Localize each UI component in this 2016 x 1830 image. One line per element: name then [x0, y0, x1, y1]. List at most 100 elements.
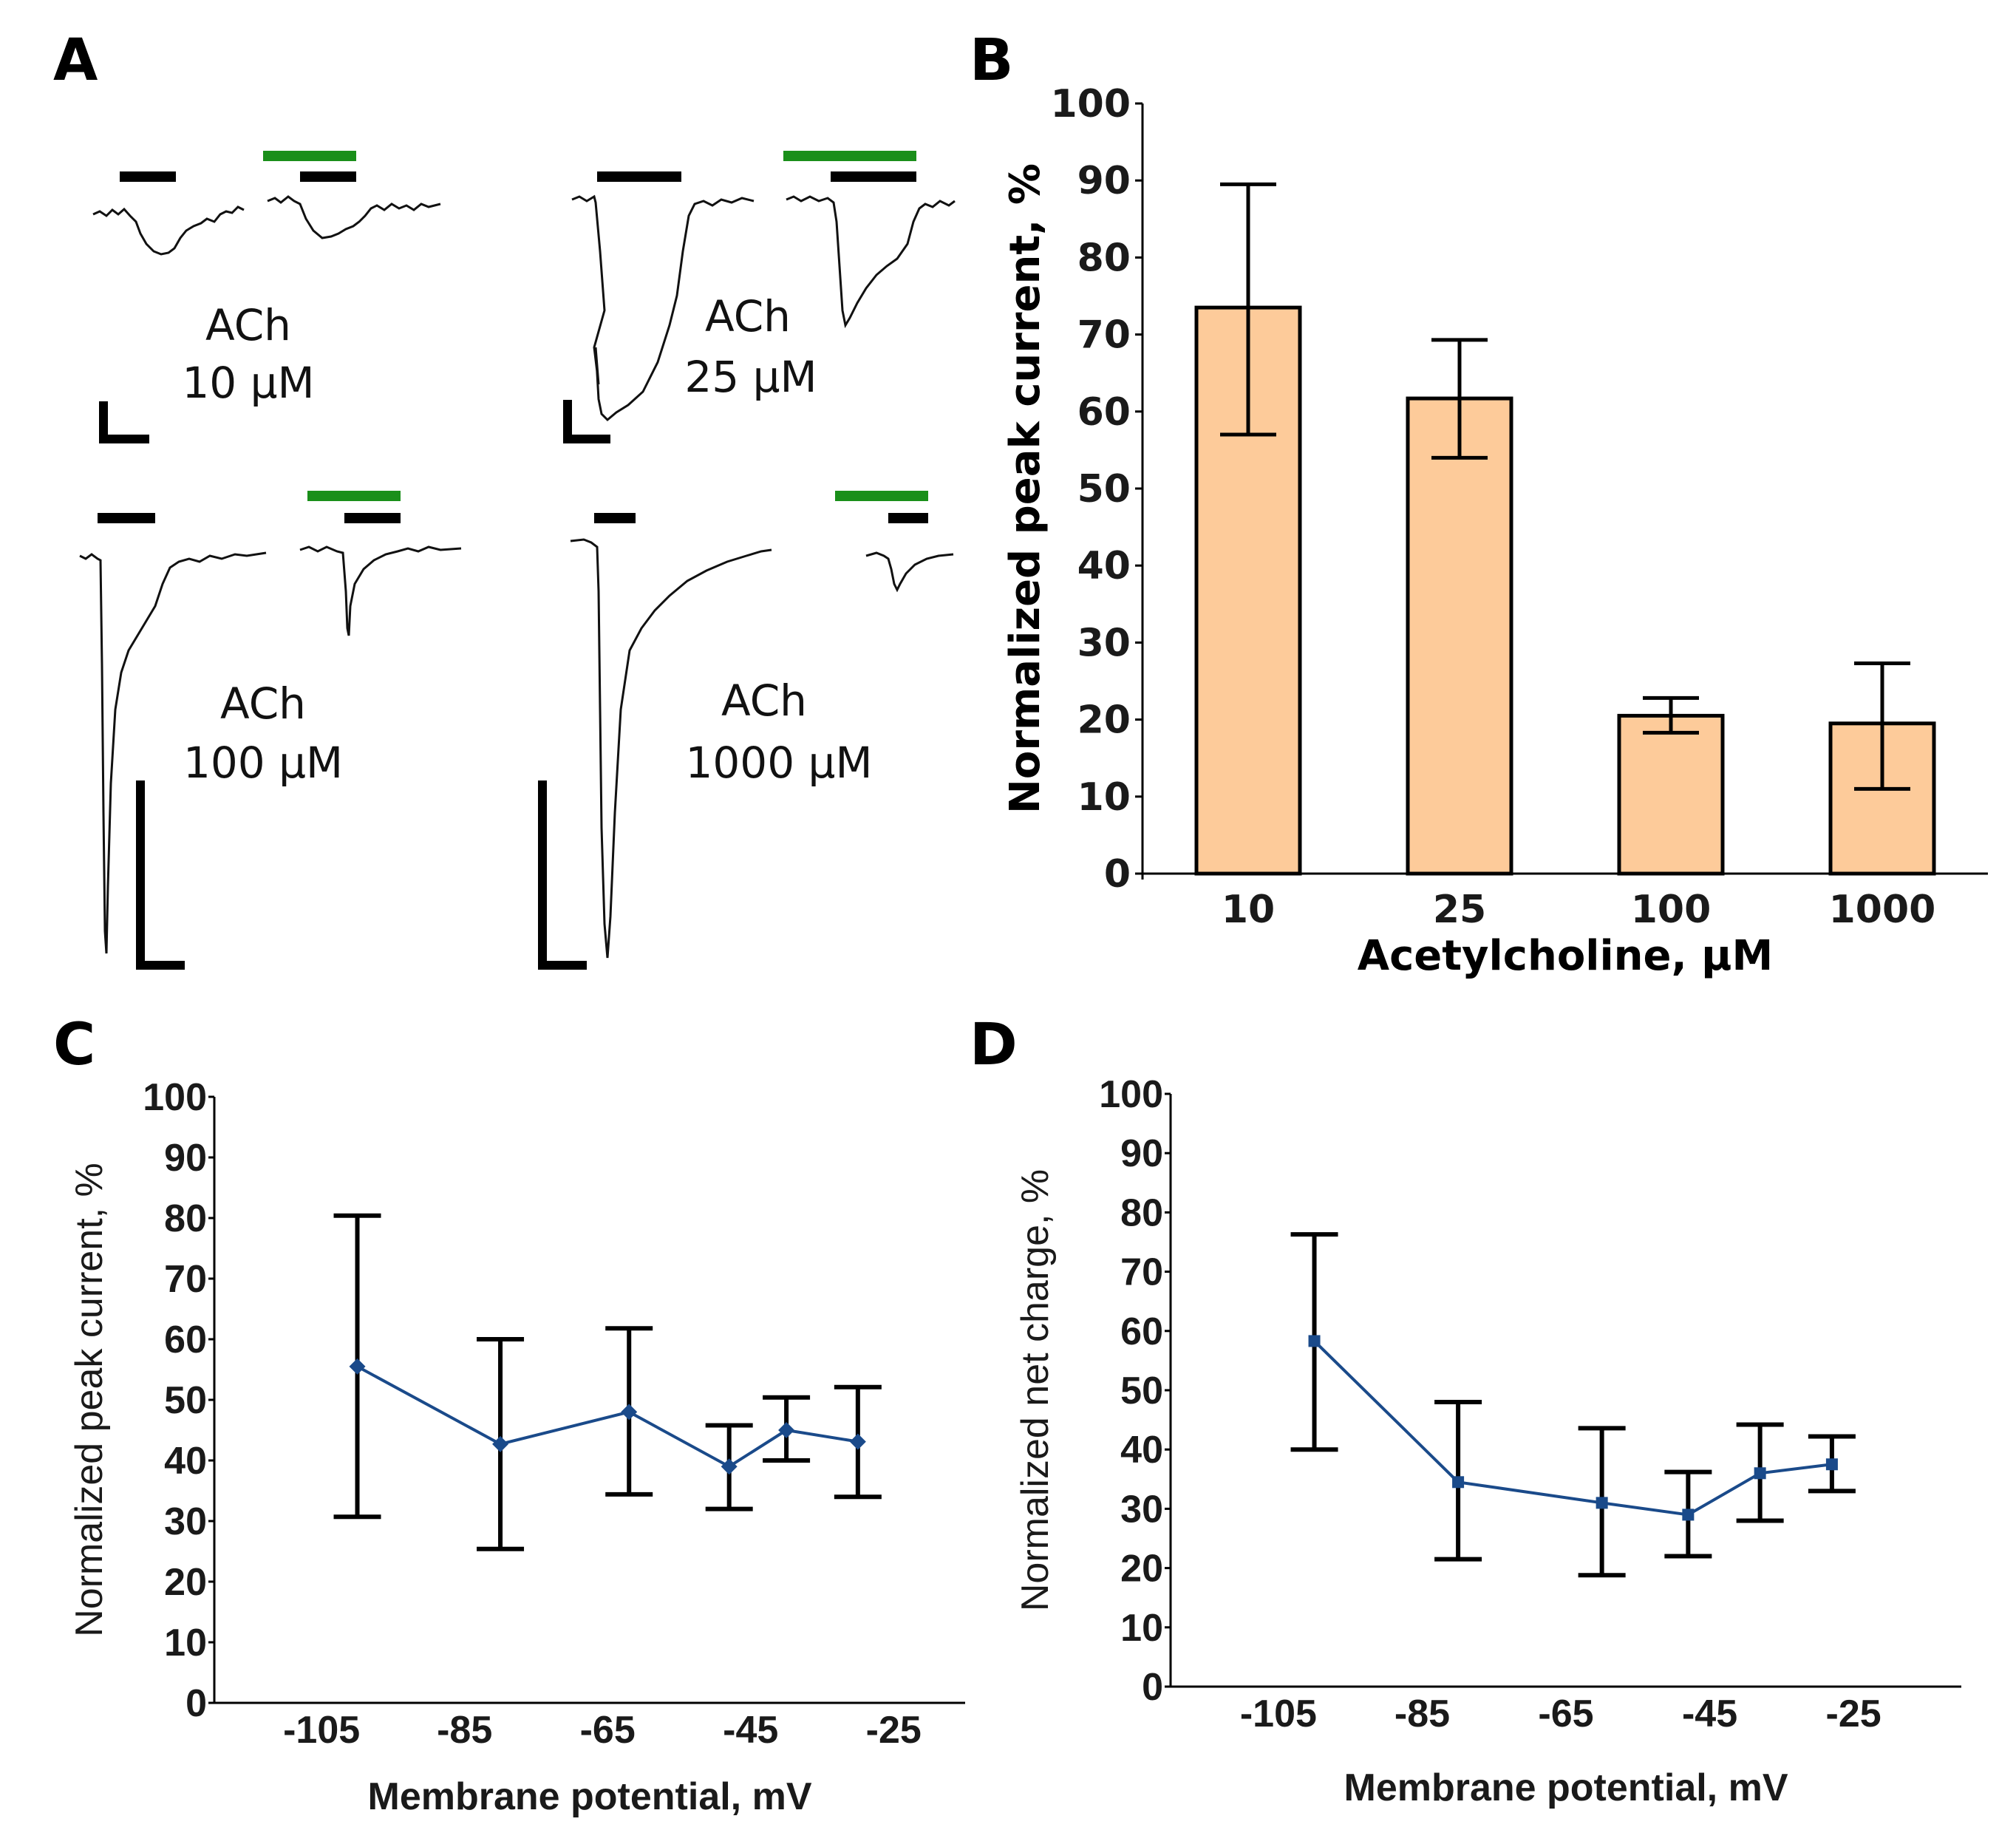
panel-a: A ACh 10 μM ACh 25 μM: [53, 27, 956, 970]
y-tick-label: 50: [1120, 1370, 1163, 1412]
y-tick-label: 60: [1120, 1310, 1163, 1353]
trace-label-concentration: 1000 μM: [686, 738, 873, 788]
x-tick-label: -85: [1394, 1693, 1450, 1735]
current-trace-control: [571, 194, 755, 422]
ach-application-bar: [344, 513, 401, 523]
x-tick-label: -65: [1538, 1693, 1593, 1735]
scale-bar: [136, 780, 185, 970]
trace-label-concentration: 25 μM: [684, 352, 817, 402]
trace-group-100: ACh 100 μM: [79, 491, 462, 970]
x-tick-label: -45: [1682, 1693, 1737, 1735]
x-tick-label: -45: [723, 1709, 778, 1752]
current-trace-antagonist: [267, 195, 441, 239]
current-trace-control: [570, 538, 772, 959]
ach-application-bar: [300, 171, 356, 182]
y-tick-label: 60: [164, 1319, 207, 1361]
y-tick-label: 0: [1104, 852, 1131, 897]
data-point: [1308, 1335, 1321, 1347]
y-tick-label: 90: [1120, 1132, 1163, 1175]
y-tick-label: 50: [164, 1379, 207, 1422]
antagonist-application-bar: [307, 491, 401, 501]
series-line: [1313, 1340, 1833, 1517]
antagonist-application-bar: [783, 151, 916, 161]
trace-label-concentration: 10 μM: [182, 358, 314, 408]
y-tick-label: 10: [164, 1622, 207, 1664]
y-tick-label: 60: [1077, 390, 1131, 435]
trace-group-25: ACh 25 μM: [563, 151, 956, 443]
panel-b: B 0 10 20 30 40 50 60 70 80 90 100 10 25 100 1000 Acety…: [970, 27, 1988, 980]
scale-bar: [563, 400, 610, 443]
ach-application-bar: [831, 171, 916, 182]
y-tick-label: 20: [1077, 698, 1131, 743]
x-tick-label: -105: [283, 1709, 360, 1752]
y-tick-label: 40: [164, 1440, 207, 1483]
trace-label-concentration: 100 μM: [183, 738, 343, 788]
trace-label-ach: ACh: [705, 291, 791, 341]
ach-application-bar: [120, 171, 176, 182]
y-tick-label: 10: [1120, 1607, 1163, 1650]
y-tick-label: 30: [164, 1500, 207, 1543]
trace-label-ach: ACh: [220, 678, 306, 729]
current-trace-antagonist: [786, 195, 956, 329]
y-tick-label: 20: [164, 1561, 207, 1604]
y-axis-title: Normalized peak current, %: [68, 1163, 111, 1637]
data-point: [1682, 1508, 1695, 1521]
x-tick-label: 10: [1222, 888, 1275, 932]
x-axis-title: Membrane potential, mV: [368, 1775, 812, 1818]
current-trace-antagonist: [865, 551, 954, 593]
trace-label-ach: ACh: [721, 676, 807, 726]
bar: [1194, 305, 1302, 876]
x-axis-title: Membrane potential, mV: [1344, 1766, 1788, 1809]
y-tick-label: 100: [1050, 82, 1131, 126]
panel-letter-c: C: [53, 1012, 95, 1078]
antagonist-application-bar: [835, 491, 928, 501]
line-chart-net-charge: 0 10 20 30 40 50 60 70 80 90 100 -105 -85 -65 -45 -25 Me…: [1014, 1073, 1961, 1809]
panel-c: C 0 10 20 30 40 50 60 70 80 90 100 -105 -85 -65 -45 -25…: [53, 1012, 965, 1818]
trace-label-ach: ACh: [205, 300, 291, 350]
y-tick-label: 10: [1077, 775, 1131, 820]
trace-group-10: ACh 10 μM: [92, 151, 441, 443]
x-axis-title: Acetylcholine, μM: [1358, 932, 1773, 980]
data-point: [492, 1435, 509, 1452]
data-point: [1825, 1458, 1838, 1471]
y-tick-label: 80: [1120, 1191, 1163, 1234]
y-tick-label: 90: [1077, 159, 1131, 203]
x-tick-label: 100: [1631, 888, 1712, 932]
panel-letter-a: A: [53, 27, 98, 94]
y-tick-label: 100: [143, 1076, 207, 1119]
y-tick-label: 0: [1142, 1666, 1163, 1709]
current-trace-control: [92, 205, 245, 256]
ach-application-bar: [597, 171, 681, 182]
data-point: [1452, 1476, 1465, 1489]
line-chart-peak-current: 0 10 20 30 40 50 60 70 80 90 100 -105 -85 -65 -45 -25 Me…: [68, 1076, 965, 1818]
y-tick-label: 30: [1120, 1488, 1163, 1531]
y-tick-label: 20: [1120, 1548, 1163, 1591]
data-point: [721, 1458, 738, 1475]
y-tick-label: 100: [1099, 1073, 1163, 1116]
y-tick-label: 30: [1077, 621, 1131, 665]
current-trace-control: [79, 551, 267, 954]
scale-bar: [99, 401, 149, 443]
data-point: [349, 1358, 366, 1375]
trace-group-1000: ACh 1000 μM: [538, 491, 954, 970]
series-line: [356, 1365, 859, 1469]
y-tick-label: 70: [1120, 1251, 1163, 1294]
x-tick-label: -25: [1826, 1693, 1882, 1735]
y-tick-label: 40: [1120, 1429, 1163, 1472]
x-tick-label: 1000: [1829, 888, 1936, 932]
x-tick-label: -105: [1240, 1693, 1317, 1735]
data-point: [1596, 1497, 1608, 1509]
y-tick-label: 70: [1077, 313, 1131, 358]
y-tick-label: 90: [164, 1137, 207, 1180]
data-point: [849, 1433, 866, 1450]
y-axis-title: Normalized net charge, %: [1014, 1169, 1057, 1611]
data-point: [778, 1422, 795, 1438]
y-tick-label: 40: [1077, 544, 1131, 588]
y-tick-label: 70: [164, 1258, 207, 1301]
y-tick-label: 0: [185, 1682, 207, 1725]
panel-letter-b: B: [970, 27, 1013, 94]
y-tick-label: 50: [1077, 467, 1131, 511]
bar: [1406, 396, 1513, 876]
current-trace-antagonist: [299, 545, 462, 636]
panel-letter-d: D: [970, 1012, 1018, 1078]
